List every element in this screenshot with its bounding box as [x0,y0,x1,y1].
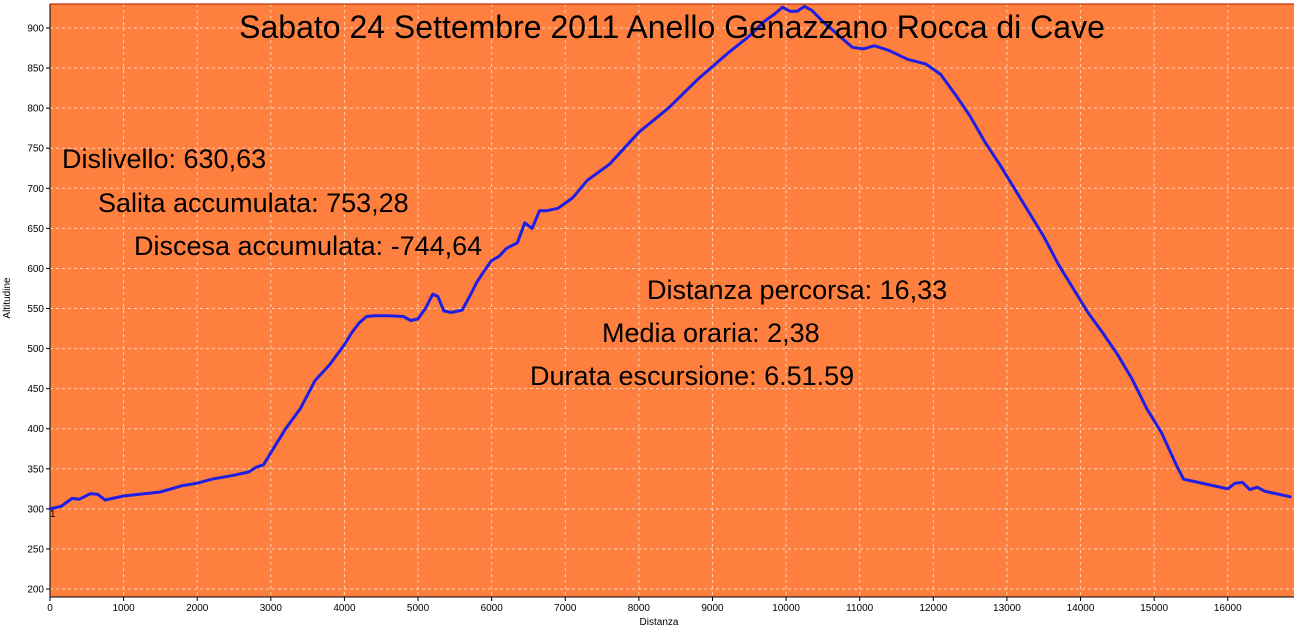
y-tick-label: 200 [27,584,44,595]
x-tick-label: 10000 [772,603,800,614]
start-marker-label: 1 [50,509,56,520]
y-tick-label: 400 [27,424,44,435]
x-tick-label: 13000 [993,603,1021,614]
y-tick-label: 850 [27,64,44,75]
y-tick-label: 500 [27,344,44,355]
annotation-durata-escursione: Durata escursione: 6.51.59 [530,361,854,391]
annotation-salita-accumulata: Salita accumulata: 753,28 [98,188,409,218]
x-tick-label: 9000 [701,603,724,614]
x-tick-label: 8000 [628,603,651,614]
gridlines [50,3,1294,597]
x-tick-label: 5000 [407,603,430,614]
y-tick-label: 450 [27,384,44,395]
x-tick-label: 16000 [1214,603,1242,614]
y-tick-label: 550 [27,304,44,315]
y-tick-label: 800 [27,104,44,115]
chart-title: Sabato 24 Settembre 2011 Anello Genazzan… [239,9,1105,45]
annotation-dislivello: Dislivello: 630,63 [62,144,266,174]
x-tick-label: 7000 [554,603,577,614]
x-tick-label: 6000 [481,603,504,614]
annotation-discesa-accumulata: Discesa accumulata: -744,64 [134,231,482,261]
x-tick-label: 1000 [112,603,135,614]
chart-text: Sabato 24 Settembre 2011 Anello Genazzan… [2,9,1105,628]
x-tick-label: 11000 [846,603,874,614]
y-tick-label: 900 [27,24,44,35]
elevation-profile-line [48,4,1292,511]
x-axis-label: Distanza [640,617,679,628]
elevation-series [48,4,1292,511]
y-tick-label: 600 [27,264,44,275]
x-tick-label: 0 [47,603,53,614]
x-tick-label: 12000 [919,603,947,614]
annotation-media-oraria: Media oraria: 2,38 [602,318,820,348]
y-axis-label: Altitudine [2,277,13,319]
x-tick-label: 14000 [1067,603,1095,614]
tick-labels: 200 250 300 350 400 450 500 550 600 650 700 750 800 8… [27,24,1242,614]
y-tick-label: 750 [27,144,44,155]
x-tick-label: 15000 [1140,603,1168,614]
y-tick-label: 650 [27,224,44,235]
annotation-distanza-percorsa: Distanza percorsa: 16,33 [647,275,947,305]
y-tick-label: 700 [27,184,44,195]
axes [46,4,1294,601]
x-tick-label: 2000 [186,603,209,614]
x-tick-label: 4000 [333,603,356,614]
y-tick-label: 250 [27,544,44,555]
y-tick-label: 300 [27,504,44,515]
x-tick-label: 3000 [260,603,283,614]
y-tick-label: 350 [27,464,44,475]
